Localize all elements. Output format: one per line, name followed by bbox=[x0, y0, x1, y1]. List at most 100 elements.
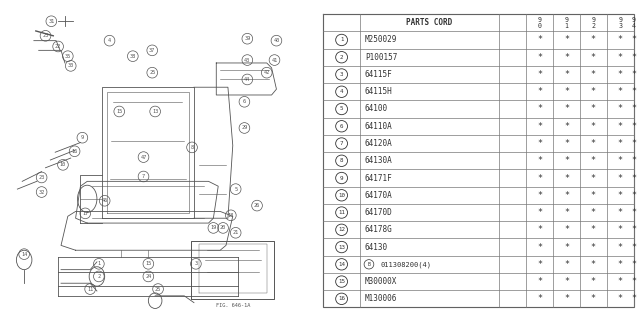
Text: *: * bbox=[564, 294, 569, 303]
Text: 42: 42 bbox=[264, 70, 270, 75]
Text: 46: 46 bbox=[102, 198, 108, 203]
Text: 5: 5 bbox=[340, 107, 343, 111]
Text: 64130A: 64130A bbox=[365, 156, 392, 165]
Text: 12: 12 bbox=[338, 227, 345, 232]
Text: 25: 25 bbox=[149, 70, 156, 75]
Text: 18: 18 bbox=[228, 213, 234, 218]
Text: 9
0: 9 0 bbox=[538, 17, 541, 29]
Text: *: * bbox=[564, 260, 569, 269]
Text: 17: 17 bbox=[82, 211, 88, 216]
Text: *: * bbox=[631, 53, 636, 62]
Text: *: * bbox=[631, 87, 636, 96]
Text: *: * bbox=[564, 191, 569, 200]
Text: 8: 8 bbox=[340, 158, 343, 163]
Text: 41: 41 bbox=[271, 58, 278, 62]
Text: *: * bbox=[631, 225, 636, 234]
Text: *: * bbox=[591, 277, 596, 286]
Text: 2: 2 bbox=[340, 55, 343, 60]
Text: 2: 2 bbox=[97, 274, 100, 279]
Text: 9: 9 bbox=[81, 135, 84, 140]
Text: *: * bbox=[631, 191, 636, 200]
Text: *: * bbox=[564, 70, 569, 79]
Text: *: * bbox=[618, 139, 623, 148]
Text: 64115H: 64115H bbox=[365, 87, 392, 96]
Text: 1: 1 bbox=[97, 261, 100, 266]
Text: 32: 32 bbox=[38, 189, 45, 195]
Text: *: * bbox=[591, 53, 596, 62]
Text: *: * bbox=[537, 70, 542, 79]
Text: *: * bbox=[631, 294, 636, 303]
Text: 43: 43 bbox=[244, 58, 250, 62]
Text: 25: 25 bbox=[155, 286, 161, 292]
Text: 16: 16 bbox=[338, 296, 345, 301]
Text: *: * bbox=[631, 139, 636, 148]
Text: 9
2: 9 2 bbox=[591, 17, 595, 29]
Text: 47: 47 bbox=[140, 155, 147, 160]
Text: *: * bbox=[564, 53, 569, 62]
Text: *: * bbox=[618, 70, 623, 79]
Text: *: * bbox=[631, 156, 636, 165]
Text: 23: 23 bbox=[38, 175, 45, 180]
Text: 26: 26 bbox=[254, 203, 260, 208]
Text: 35: 35 bbox=[65, 54, 71, 59]
Text: *: * bbox=[591, 156, 596, 165]
Text: *: * bbox=[618, 294, 623, 303]
Text: *: * bbox=[591, 225, 596, 234]
Text: 64100: 64100 bbox=[365, 105, 388, 114]
Text: 24: 24 bbox=[145, 274, 152, 279]
Text: 011308200(4): 011308200(4) bbox=[380, 261, 431, 268]
Text: M250029: M250029 bbox=[365, 36, 397, 44]
Text: *: * bbox=[618, 243, 623, 252]
Text: 30: 30 bbox=[68, 63, 74, 68]
Text: 3: 3 bbox=[195, 261, 198, 266]
Text: 8: 8 bbox=[191, 145, 193, 150]
Text: *: * bbox=[631, 173, 636, 182]
Text: *: * bbox=[537, 225, 542, 234]
Text: *: * bbox=[564, 208, 569, 217]
Text: 13: 13 bbox=[338, 244, 345, 250]
Text: *: * bbox=[537, 139, 542, 148]
Text: 37: 37 bbox=[149, 48, 156, 53]
Text: *: * bbox=[564, 105, 569, 114]
Text: *: * bbox=[564, 243, 569, 252]
Text: *: * bbox=[591, 70, 596, 79]
Text: *: * bbox=[631, 122, 636, 131]
Text: 44: 44 bbox=[244, 77, 250, 82]
Text: *: * bbox=[618, 87, 623, 96]
Text: 64170D: 64170D bbox=[365, 208, 392, 217]
Text: 1: 1 bbox=[340, 37, 343, 43]
Text: *: * bbox=[564, 156, 569, 165]
Text: *: * bbox=[537, 173, 542, 182]
Text: *: * bbox=[537, 105, 542, 114]
Text: *: * bbox=[618, 260, 623, 269]
Text: *: * bbox=[591, 294, 596, 303]
Text: 64120A: 64120A bbox=[365, 139, 392, 148]
Text: *: * bbox=[537, 87, 542, 96]
Text: *: * bbox=[564, 277, 569, 286]
Text: *: * bbox=[591, 36, 596, 44]
Text: *: * bbox=[618, 173, 623, 182]
Text: *: * bbox=[591, 105, 596, 114]
Text: 9
4: 9 4 bbox=[632, 17, 636, 29]
Text: 19: 19 bbox=[211, 225, 216, 230]
Text: 15: 15 bbox=[116, 109, 122, 114]
Text: *: * bbox=[618, 208, 623, 217]
Text: 14: 14 bbox=[21, 252, 28, 257]
Text: *: * bbox=[564, 139, 569, 148]
Text: 14: 14 bbox=[338, 262, 345, 267]
Text: 11: 11 bbox=[87, 286, 93, 292]
Text: *: * bbox=[537, 260, 542, 269]
Text: 10: 10 bbox=[60, 162, 66, 167]
Text: *: * bbox=[537, 208, 542, 217]
Text: PARTS CORD: PARTS CORD bbox=[406, 18, 452, 27]
Text: 4: 4 bbox=[340, 89, 343, 94]
Text: 9: 9 bbox=[340, 176, 343, 180]
Text: *: * bbox=[537, 53, 542, 62]
Text: 31: 31 bbox=[48, 19, 54, 24]
Text: 23: 23 bbox=[42, 33, 49, 38]
Text: *: * bbox=[591, 139, 596, 148]
Text: *: * bbox=[618, 156, 623, 165]
Text: *: * bbox=[618, 105, 623, 114]
Text: 10: 10 bbox=[338, 193, 345, 198]
Text: *: * bbox=[631, 277, 636, 286]
